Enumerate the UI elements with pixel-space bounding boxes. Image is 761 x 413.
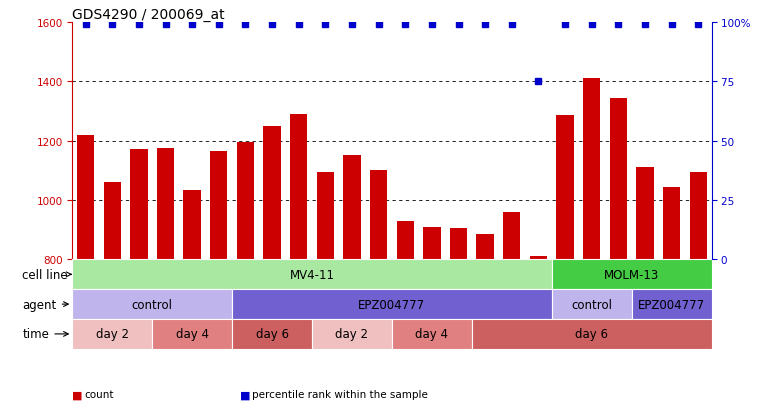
Bar	[263, 126, 281, 260]
Bar	[77, 135, 94, 260]
Bar	[530, 257, 547, 260]
Text: day 6: day 6	[575, 328, 608, 341]
Bar	[556, 116, 574, 260]
Text: control: control	[572, 298, 612, 311]
Bar	[72, 260, 552, 290]
Bar	[583, 79, 600, 260]
Bar	[632, 290, 712, 319]
Bar	[312, 319, 392, 349]
Bar	[232, 290, 552, 319]
Bar	[663, 187, 680, 260]
Bar	[130, 150, 148, 260]
Bar	[472, 319, 712, 349]
Bar	[396, 221, 414, 260]
Bar	[232, 319, 312, 349]
Text: percentile rank within the sample: percentile rank within the sample	[252, 389, 428, 399]
Bar	[423, 227, 441, 260]
Bar	[103, 183, 121, 260]
Text: MV4-11: MV4-11	[289, 268, 335, 281]
Text: cell line: cell line	[22, 268, 72, 281]
Text: ■: ■	[72, 389, 83, 399]
Bar	[476, 235, 494, 260]
Text: day 6: day 6	[256, 328, 288, 341]
Bar	[290, 114, 307, 260]
Bar	[503, 212, 521, 260]
Bar	[392, 319, 472, 349]
Text: GDS4290 / 200069_at: GDS4290 / 200069_at	[72, 8, 225, 22]
Text: MOLM-13: MOLM-13	[604, 268, 659, 281]
Bar	[636, 168, 654, 260]
Bar	[72, 290, 232, 319]
Text: day 4: day 4	[176, 328, 209, 341]
Text: count: count	[84, 389, 114, 399]
Bar	[152, 319, 232, 349]
Bar	[72, 319, 152, 349]
Text: day 2: day 2	[336, 328, 368, 341]
Bar	[157, 149, 174, 260]
Bar	[552, 260, 712, 290]
Bar	[210, 152, 228, 260]
Text: day 2: day 2	[96, 328, 129, 341]
Text: ■: ■	[240, 389, 250, 399]
Text: EPZ004777: EPZ004777	[638, 298, 705, 311]
Text: time: time	[22, 328, 68, 341]
Bar	[237, 143, 254, 260]
Bar	[450, 229, 467, 260]
Bar	[689, 172, 707, 260]
Text: EPZ004777: EPZ004777	[358, 298, 425, 311]
Bar	[552, 290, 632, 319]
Bar	[183, 190, 201, 260]
Bar	[610, 98, 627, 260]
Text: agent: agent	[22, 298, 68, 311]
Text: day 4: day 4	[416, 328, 448, 341]
Bar	[317, 172, 334, 260]
Bar	[343, 156, 361, 260]
Text: control: control	[132, 298, 173, 311]
Bar	[370, 171, 387, 260]
